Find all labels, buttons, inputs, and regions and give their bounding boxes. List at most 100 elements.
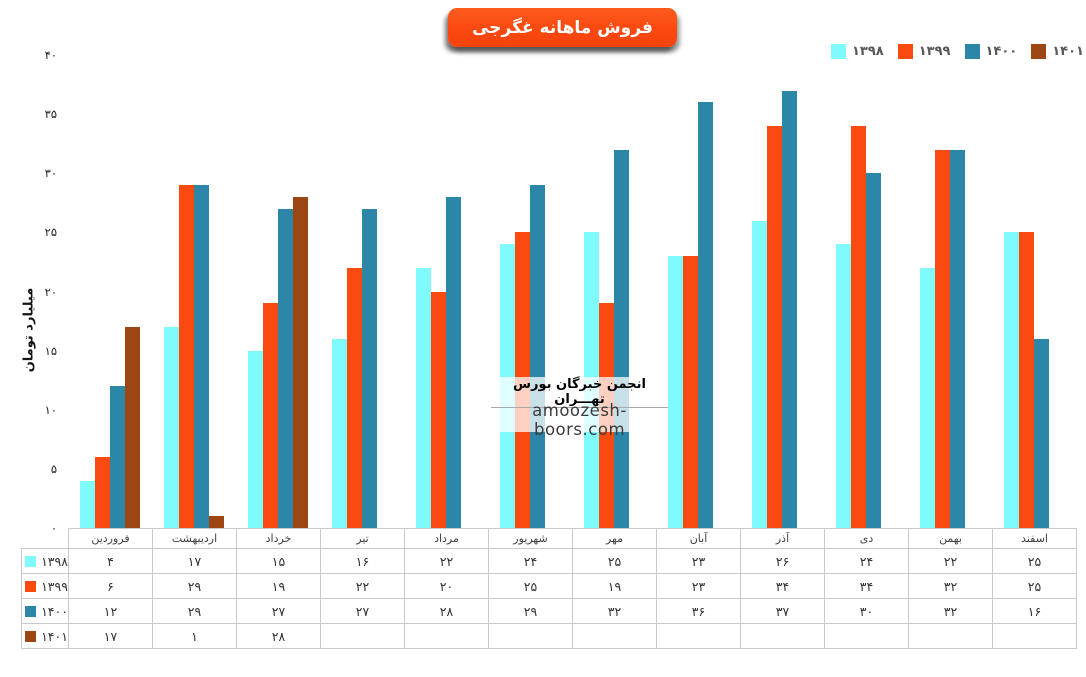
bar-۱۴۰۰-7 — [614, 149, 629, 528]
legend-marker — [897, 44, 913, 59]
watermark-url: amoozesh-boors.com — [532, 401, 627, 439]
value-cell: ۲۵ — [572, 548, 657, 574]
bar-۱۴۰۰-5 — [446, 196, 461, 528]
value-cell: ۲۰ — [404, 573, 489, 599]
bar-group-10 — [824, 55, 908, 528]
value-cell — [740, 623, 825, 649]
value-cell — [488, 623, 573, 649]
bar-۱۳۹۹-5 — [431, 291, 446, 528]
legend-label: ۱۴۰۱ — [1052, 44, 1084, 59]
year-label: ۱۳۹۸ — [41, 553, 68, 569]
bar-slot — [194, 185, 209, 528]
bar-group-7 — [572, 55, 656, 528]
bar-slot — [164, 327, 179, 528]
bar-slot — [683, 256, 698, 528]
legend-marker — [1031, 44, 1047, 59]
bar-۱۳۹۸-11 — [920, 267, 935, 528]
bar-۱۳۹۸-4 — [332, 338, 347, 528]
value-cell — [572, 623, 657, 649]
value-cell: ۱۶ — [320, 548, 405, 574]
bar-slot — [347, 267, 362, 528]
value-cell: ۱۲ — [68, 598, 153, 624]
bar-۱۴۰۰-8 — [698, 102, 713, 528]
bar-slot — [1019, 232, 1034, 528]
year-label: ۱۴۰۰ — [41, 603, 68, 619]
bar-۱۴۰۰-4 — [362, 208, 377, 528]
bar-slot — [293, 196, 308, 528]
bar-۱۳۹۹-2 — [179, 185, 194, 528]
bar-slot — [263, 303, 278, 528]
value-cell: ۱۵ — [236, 548, 321, 574]
month-header-cell: خرداد — [236, 528, 321, 549]
chart-title-badge: فروش ماهانه غگرجی — [448, 8, 677, 47]
year-label: ۱۴۰۱ — [41, 628, 68, 644]
bar-slot — [752, 220, 767, 528]
y-tick-label: ۲۰ — [44, 284, 57, 299]
value-cell — [908, 623, 993, 649]
month-header-cell: بهمن — [908, 528, 993, 549]
bar-۱۳۹۸-12 — [1004, 232, 1019, 528]
legend-item: ۱۳۹۸ — [831, 44, 884, 59]
bar-slot — [614, 149, 629, 528]
value-cell: ۲۳ — [656, 573, 741, 599]
bar-slot — [767, 126, 782, 528]
bar-۱۴۰۱-3 — [293, 196, 308, 528]
year-label-cell: ۱۳۹۹ — [21, 573, 69, 599]
legend-marker — [964, 44, 980, 59]
bar-۱۳۹۸-3 — [248, 350, 263, 528]
y-tick-label: ۱۰ — [44, 402, 57, 417]
value-cell: ۲۷ — [236, 598, 321, 624]
bar-۱۳۹۹-12 — [1019, 232, 1034, 528]
value-cell: ۱۶ — [992, 598, 1077, 624]
value-cell: ۱۷ — [68, 623, 153, 649]
bar-slot — [431, 291, 446, 528]
value-cell: ۳۲ — [572, 598, 657, 624]
legend-item: ۱۴۰۰ — [964, 44, 1017, 59]
bar-۱۳۹۸-10 — [836, 244, 851, 528]
bar-۱۴۰۰-1 — [110, 386, 125, 528]
month-header-cell: مرداد — [404, 528, 489, 549]
chart-title: فروش ماهانه غگرجی — [472, 17, 653, 38]
legend-marker — [831, 44, 846, 59]
bar-slot — [698, 102, 713, 528]
bar-group-5 — [404, 55, 488, 528]
bar-slot — [416, 267, 431, 528]
legend-item: ۱۴۰۱ — [1031, 44, 1084, 59]
y-tick-label: ۱۵ — [44, 343, 57, 358]
watermark-association: انجمن خبرگان بورس تهـــران — [491, 377, 668, 408]
value-cell: ۳۰ — [824, 598, 909, 624]
bar-۱۳۹۹-4 — [347, 267, 362, 528]
year-label-cell: ۱۴۰۱ — [21, 623, 69, 649]
series-swatch — [25, 630, 37, 642]
value-cell: ۲۲ — [908, 548, 993, 574]
month-header-cell: شهریور — [488, 528, 573, 549]
month-header-cell: مهر — [572, 528, 657, 549]
year-label-cell: ۱۳۹۸ — [21, 548, 69, 574]
bar-۱۳۹۹-9 — [767, 126, 782, 528]
value-cell: ۳۷ — [740, 598, 825, 624]
bar-slot — [866, 173, 881, 528]
y-tick-label: ۲۵ — [44, 225, 57, 240]
watermark: انجمن خبرگان بورس تهـــران amoozesh-boor… — [491, 377, 668, 439]
value-cell — [824, 623, 909, 649]
bar-۱۳۹۹-1 — [95, 457, 110, 528]
value-cell: ۲۹ — [152, 598, 237, 624]
bar-۱۴۰۰-6 — [530, 185, 545, 528]
value-cell: ۲۹ — [488, 598, 573, 624]
value-cell: ۳۲ — [908, 573, 993, 599]
value-cell: ۲۳ — [656, 548, 741, 574]
bar-۱۳۹۸-9 — [752, 220, 767, 528]
bar-slot — [668, 256, 683, 528]
year-label-cell: ۱۴۰۰ — [21, 598, 69, 624]
value-cell — [320, 623, 405, 649]
bar-۱۳۹۸-1 — [80, 480, 95, 528]
value-cell: ۲۲ — [320, 573, 405, 599]
table-row-۱۳۹۸: ۱۳۹۸ ۴ ۱۷ ۱۵ ۱۶ ۲۲ ۲۴ ۲۵ ۲۳ ۲۶ ۲۴ ۲۲ ۲۵ — [21, 548, 1077, 574]
bar-slot — [935, 149, 950, 528]
bar-۱۴۰۰-12 — [1034, 338, 1049, 528]
month-header-cell: اردیبهشت — [152, 528, 237, 549]
table-row-۱۴۰۰: ۱۴۰۰ ۱۲ ۲۹ ۲۷ ۲۷ ۲۸ ۲۹ ۳۲ ۳۶ ۳۷ ۳۰ ۳۲ ۱۶ — [21, 598, 1077, 624]
table-row-۱۴۰۱: ۱۴۰۱ ۱۷ ۱ ۲۸ — [21, 623, 1077, 649]
bar-group-8 — [656, 55, 740, 528]
bar-slot — [362, 208, 377, 528]
